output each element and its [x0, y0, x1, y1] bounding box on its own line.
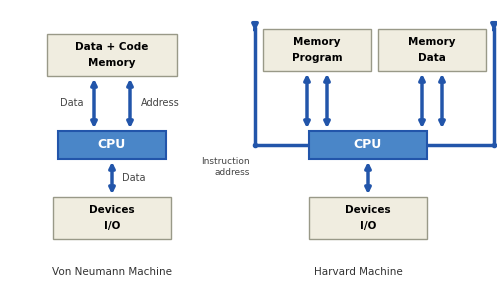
FancyBboxPatch shape	[47, 34, 177, 76]
Text: Memory: Memory	[408, 37, 456, 47]
FancyBboxPatch shape	[263, 29, 371, 71]
Text: Devices: Devices	[345, 205, 391, 215]
Text: Memory: Memory	[293, 37, 341, 47]
Text: Data: Data	[418, 53, 446, 63]
Text: Data: Data	[122, 173, 146, 183]
FancyBboxPatch shape	[309, 131, 427, 159]
FancyBboxPatch shape	[309, 197, 427, 239]
Text: Devices: Devices	[89, 205, 135, 215]
Text: Memory: Memory	[88, 58, 136, 68]
Text: Data + Code: Data + Code	[76, 42, 149, 52]
Text: Data: Data	[60, 98, 84, 108]
Text: I/O: I/O	[104, 221, 120, 231]
Text: Harvard Machine: Harvard Machine	[314, 267, 403, 277]
Text: Von Neumann Machine: Von Neumann Machine	[52, 267, 172, 277]
Text: Program: Program	[292, 53, 342, 63]
Text: I/O: I/O	[360, 221, 376, 231]
Text: CPU: CPU	[98, 139, 126, 151]
Text: Instruction
address: Instruction address	[201, 157, 250, 177]
FancyBboxPatch shape	[378, 29, 486, 71]
FancyBboxPatch shape	[53, 197, 171, 239]
Text: Address: Address	[141, 98, 179, 108]
Text: CPU: CPU	[354, 139, 382, 151]
FancyBboxPatch shape	[58, 131, 166, 159]
